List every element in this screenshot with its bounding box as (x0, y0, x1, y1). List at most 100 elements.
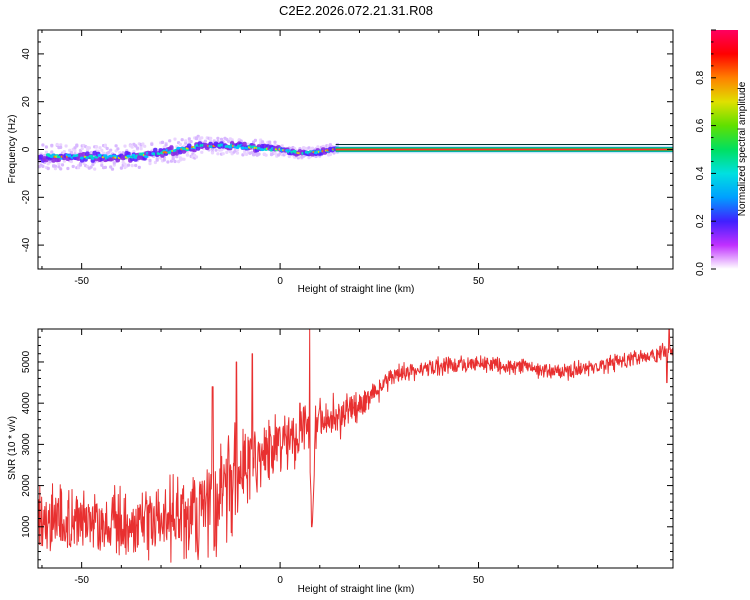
spectrogram-ytick-label: -20 (21, 190, 32, 205)
spectrogram-cell (75, 144, 79, 148)
figure-title: C2E2.2026.072.21.31.R08 (279, 3, 433, 18)
spectrogram-cell (98, 146, 102, 150)
spectrogram-cell (150, 142, 154, 146)
spectrogram-cell (164, 143, 168, 147)
spectrogram-cell (53, 167, 57, 171)
spectrogram-cell (198, 138, 202, 143)
spectrogram-cell (53, 164, 57, 168)
spectrogram-cell (100, 163, 104, 167)
spectrogram-cell (173, 159, 177, 164)
spectrogram-cell (89, 165, 93, 169)
spectrogram-ticks (38, 29, 673, 270)
spectrogram-cell (43, 153, 47, 157)
spectrogram-cell (134, 163, 138, 168)
spectrogram-cell (57, 162, 61, 166)
spectrogram-cell (316, 145, 320, 149)
spectrogram-blobs (38, 141, 340, 163)
spectrogram-cell (187, 137, 191, 141)
spectrogram-xtick-label: 0 (277, 276, 283, 287)
spectrogram-cell (103, 143, 107, 147)
spectrogram-cell (273, 140, 277, 144)
spectrogram-cell (171, 157, 175, 161)
snr-series-line (38, 329, 673, 563)
spectrogram-cell (216, 136, 220, 140)
snr-ytick-label: 2000 (21, 474, 32, 497)
spectrogram-cell (114, 144, 118, 148)
spectrogram-cell (44, 150, 48, 154)
spectrogram-cell (50, 150, 54, 154)
spectrogram-cell (102, 151, 106, 155)
tone-band-core (335, 148, 673, 151)
spectrogram-cell (155, 158, 159, 162)
spectrogram-cell (139, 147, 143, 151)
spectrogram-cell (203, 139, 207, 143)
snr-xtick-label: 50 (473, 575, 485, 586)
spectrogram-cell (55, 142, 59, 147)
spectrogram-cell (141, 142, 145, 146)
colorbar-tick-label: 0.4 (695, 166, 706, 180)
snr-y-axis-label: SNR (10 * v/v) (7, 416, 18, 480)
spectrogram-cell (62, 150, 66, 154)
snr-xtick-label: 0 (277, 575, 283, 586)
spectrogram-x-axis-label: Height of straight line (km) (298, 284, 415, 295)
spectrogram-xtick-label: -50 (74, 276, 89, 287)
spectrogram-ytick-label: 40 (21, 48, 32, 60)
snr-x-axis-label: Height of straight line (km) (298, 584, 415, 595)
spectrogram-cell (178, 142, 182, 146)
spectrogram-cell (200, 136, 204, 140)
spectrogram-cell (210, 147, 215, 151)
spectrogram-cell (328, 152, 332, 157)
spectrogram-cell (41, 164, 45, 168)
spectrogram-cell (118, 151, 122, 155)
snr-ytick-label: 4000 (21, 392, 32, 415)
spectrogram-cell (93, 167, 97, 171)
spectrogram-cell (119, 166, 123, 170)
spectrogram-cell (71, 164, 75, 169)
colorbar-tick-label: 0.2 (695, 214, 706, 228)
spectrogram-cell (260, 148, 265, 152)
spectrogram-cell (78, 152, 83, 158)
spectrogram-cell (116, 147, 120, 151)
spectrogram-cell (87, 146, 91, 150)
colorbar-ticks (711, 29, 716, 270)
spectrogram-cell (92, 150, 97, 156)
spectrogram-cell (257, 152, 261, 156)
spectrogram-cell (209, 136, 213, 140)
spectrogram-cell (184, 139, 188, 143)
spectrogram-cell (253, 138, 257, 142)
spectrogram-cell (64, 144, 68, 148)
snr-ytick-label: 5000 (21, 350, 32, 373)
spectrogram-cell (82, 161, 86, 165)
spectrogram-cell (148, 162, 152, 166)
spectrogram-cell (137, 165, 141, 169)
snr-xtick-label: -50 (74, 575, 89, 586)
spectrogram-cell (126, 154, 131, 158)
snr-ytick-label: 3000 (21, 433, 32, 456)
spectrogram-cell (240, 146, 245, 150)
spectrogram-cell (173, 137, 177, 141)
colorbar-tick-label: 0.6 (695, 118, 706, 132)
spectrogram-cell (44, 145, 48, 149)
spectrogram-cell (132, 149, 136, 154)
spectrogram-cell (210, 151, 215, 155)
spectrogram-cell (103, 154, 108, 158)
spectrogram-cell (110, 167, 115, 171)
spectrogram-cell (94, 145, 98, 149)
spectrogram-cell (268, 140, 272, 144)
spectrogram-ytick-label: -40 (21, 237, 32, 252)
colorbar-label: Normalized spectral amplitude (737, 81, 748, 216)
spectrogram-cell (225, 150, 229, 154)
spectrogram-cell (242, 141, 247, 147)
colorbar-gradient (711, 30, 738, 269)
snr-ytick-label: 1000 (21, 515, 32, 538)
spectrogram-cell (78, 162, 82, 166)
spectrogram-cell (50, 143, 54, 147)
spectrogram-cell (189, 140, 193, 144)
spectrogram-ytick-label: 20 (21, 96, 32, 108)
spectrogram-cell (235, 151, 240, 155)
spectrogram-cell (200, 150, 204, 154)
spectrogram-cell (59, 143, 63, 147)
spectrogram-cell (144, 155, 149, 158)
spectrogram-cell (148, 158, 152, 162)
spectrogram-cell (153, 147, 158, 153)
